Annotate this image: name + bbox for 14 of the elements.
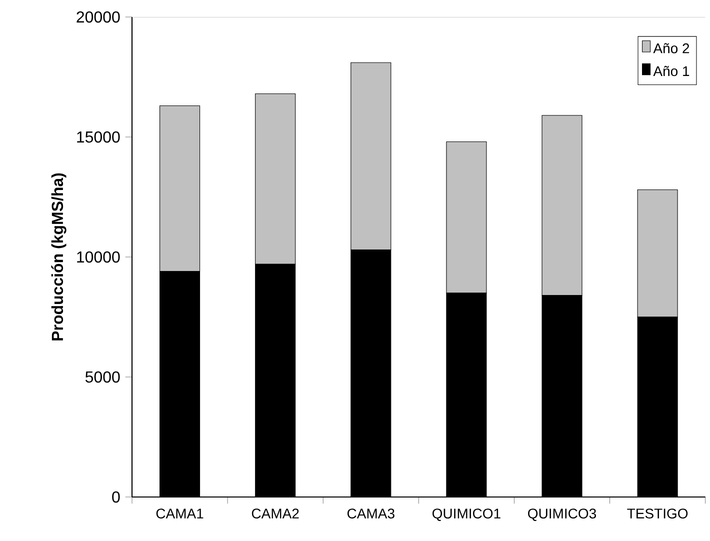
x-tick-label: CAMA3 xyxy=(347,508,394,519)
y-tick-label: 15000 xyxy=(77,131,120,143)
legend-label: Año 2 xyxy=(653,43,690,54)
y-tick-label: 20000 xyxy=(76,11,120,23)
y-tick-label: 5000 xyxy=(85,371,120,383)
x-tick-label: TESTIGO xyxy=(627,508,688,519)
y-tick-label: 0 xyxy=(112,491,120,503)
x-tick-label: QUIMICO1 xyxy=(432,508,500,521)
legend-label: Año 1 xyxy=(653,66,690,76)
x-tick-label: CAMA1 xyxy=(156,508,204,519)
y-tick-label: 10000 xyxy=(77,251,120,263)
x-tick-label: QUIMICO3 xyxy=(528,508,596,521)
x-tick-label: CAMA2 xyxy=(252,508,299,519)
y-axis-title: Producción (kgMS/ha) xyxy=(51,173,66,340)
